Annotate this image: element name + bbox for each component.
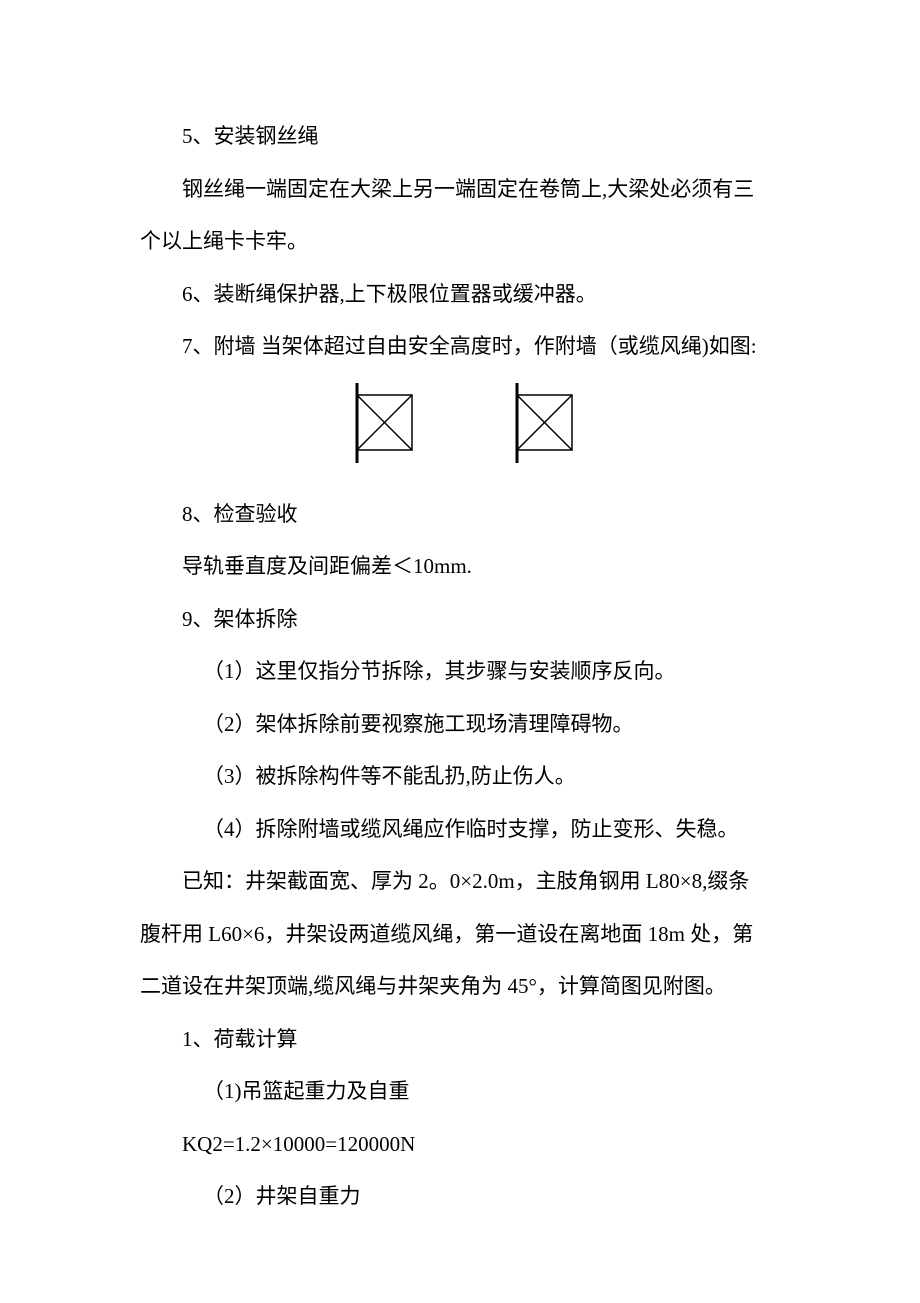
load-item-1: （1)吊篮起重力及自重 — [140, 1065, 790, 1118]
paragraph-5-line1: 钢丝绳一端固定在大梁上另一端固定在卷筒上,大梁处必须有三 — [140, 163, 790, 216]
known-line3: 二道设在井架顶端,缆风绳与井架夹角为 45°，计算简图见附图。 — [140, 960, 790, 1013]
paragraph-5-title: 5、安装钢丝绳 — [140, 110, 790, 163]
load-calc-title: 1、荷载计算 — [140, 1013, 790, 1066]
paragraph-7: 7、附墙 当架体超过自由安全高度时，作附墙（或缆风绳)如图: — [140, 320, 790, 373]
paragraph-9-title: 9、架体拆除 — [140, 593, 790, 646]
diagram-left — [345, 383, 425, 468]
sub-item-1: （1）这里仅指分节拆除，其步骤与安装顺序反向。 — [140, 645, 790, 698]
known-line1: 已知：井架截面宽、厚为 2。0×2.0m，主肢角钢用 L80×8,缀条 — [140, 855, 790, 908]
paragraph-8-title: 8、检查验收 — [140, 488, 790, 541]
sub-item-2: （2）架体拆除前要视察施工现场清理障碍物。 — [140, 698, 790, 751]
paragraph-8-body: 导轨垂直度及间距偏差＜10mm. — [140, 540, 790, 593]
paragraph-6: 6、装断绳保护器,上下极限位置器或缓冲器。 — [140, 268, 790, 321]
load-item-2: （2）井架自重力 — [140, 1170, 790, 1223]
formula-kq2: KQ2=1.2×10000=120000N — [140, 1118, 790, 1171]
diagram-right — [505, 383, 585, 468]
sub-item-3: （3）被拆除构件等不能乱扔,防止伤人。 — [140, 750, 790, 803]
paragraph-5-line2: 个以上绳卡卡牢。 — [140, 215, 790, 268]
attachment-diagrams — [140, 383, 790, 468]
document-page: 5、安装钢丝绳 钢丝绳一端固定在大梁上另一端固定在卷筒上,大梁处必须有三 个以上… — [0, 0, 920, 1303]
sub-item-4: （4）拆除附墙或缆风绳应作临时支撑，防止变形、失稳。 — [140, 803, 790, 856]
known-line2: 腹杆用 L60×6，井架设两道缆风绳，第一道设在离地面 18m 处，第 — [140, 908, 790, 961]
